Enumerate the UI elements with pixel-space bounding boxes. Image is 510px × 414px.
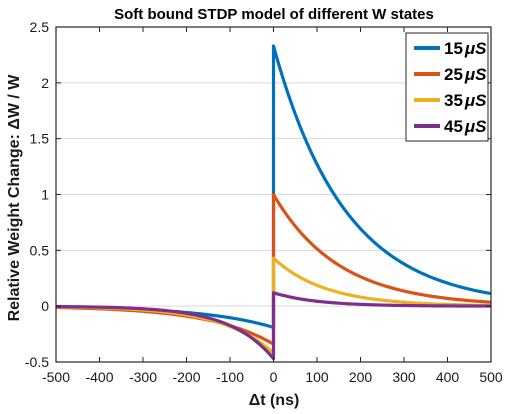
y-tick-label: 0.5 — [30, 242, 50, 258]
y-axis-label: Relative Weight Change: ΔW / W — [6, 74, 23, 322]
x-tick-label: 400 — [436, 369, 460, 385]
y-tick-label: 2 — [41, 75, 49, 91]
x-tick-label: 200 — [349, 369, 373, 385]
y-tick-label: 1 — [41, 187, 49, 203]
x-tick-label: -400 — [85, 369, 113, 385]
x-tick-label: -200 — [172, 369, 200, 385]
legend-box — [405, 32, 489, 142]
x-axis-label: Δt (ns) — [249, 392, 300, 409]
legend-label-45: 45 μS — [444, 117, 487, 136]
x-tick-labels: -500 -400 -300 -200 -100 0 100 200 300 400 500 — [42, 369, 503, 385]
chart-title: Soft bound STDP model of different W sta… — [114, 6, 434, 23]
legend-label-25: 25 μS — [444, 65, 487, 84]
y-tick-labels: -0.5 0 0.5 1 1.5 2 2.5 — [25, 19, 49, 370]
x-tick-label: 0 — [270, 369, 278, 385]
x-tick-label: 100 — [305, 369, 329, 385]
y-tick-label: 1.5 — [30, 131, 50, 147]
x-tick-label: 500 — [479, 369, 503, 385]
series-line-45 — [55, 291, 492, 361]
legend-label-35: 35 μS — [444, 91, 487, 110]
axis-ticks — [55, 26, 492, 363]
y-tick-label: 0 — [41, 298, 49, 314]
legend: 15 μS 25 μS 35 μS 45 μS — [405, 32, 489, 142]
x-tick-label: -500 — [42, 369, 70, 385]
y-tick-label: 2.5 — [30, 19, 50, 35]
x-tick-label: 300 — [392, 369, 416, 385]
x-tick-label: -300 — [129, 369, 157, 385]
series-layer — [55, 44, 492, 361]
legend-label-15: 15 μS — [444, 39, 487, 58]
y-tick-label: -0.5 — [25, 354, 49, 370]
x-tick-label: -100 — [216, 369, 244, 385]
